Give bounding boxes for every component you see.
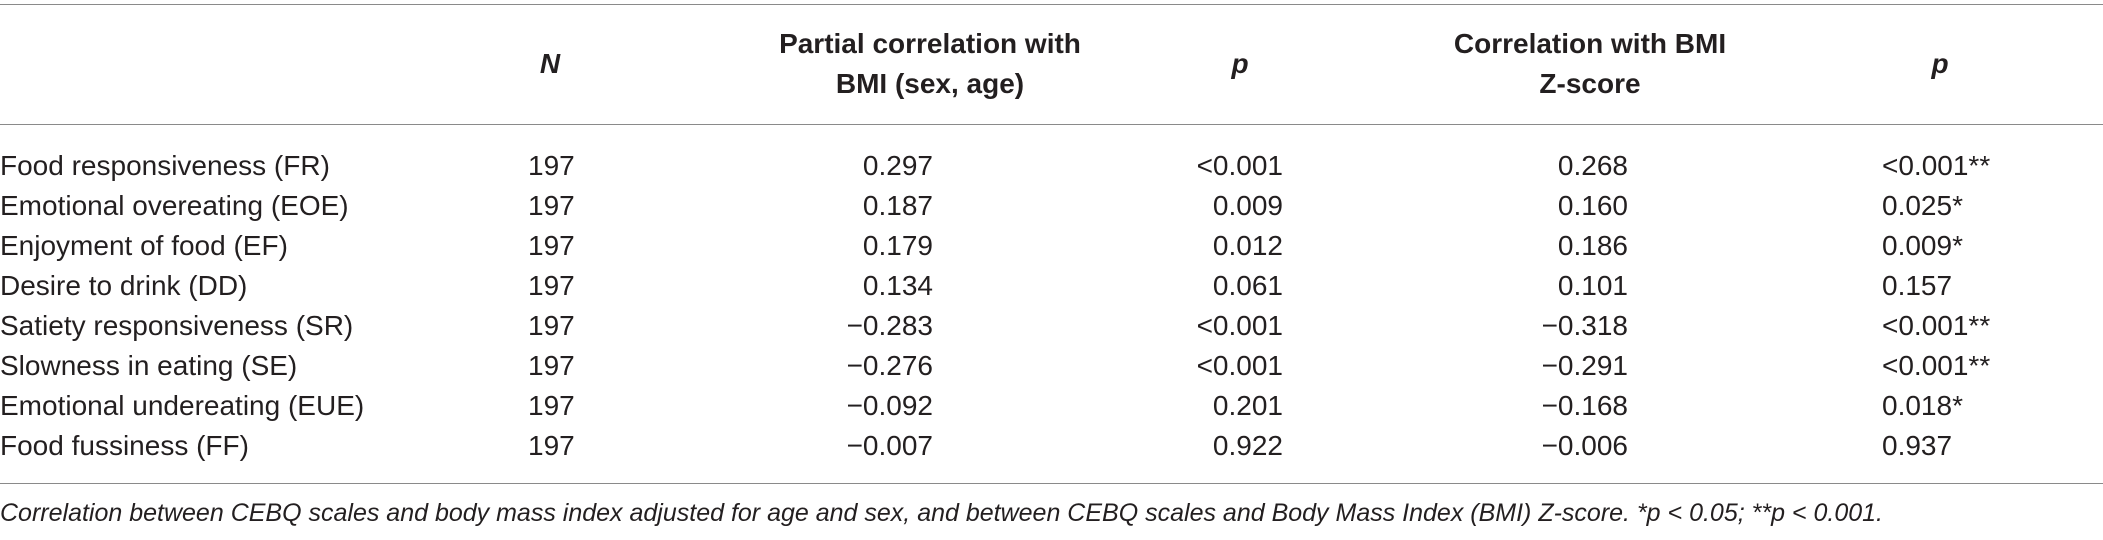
cell-scale-name: Desire to drink (DD) [0,270,248,301]
cell-p-partial: 0.922 [1212,430,1283,461]
cell-scale-name: Slowness in eating (SE) [0,350,298,381]
header-n-label: N [539,48,561,79]
cell-scale-name: Emotional undereating (EUE) [0,390,365,421]
cell-p-partial: 0.201 [1212,390,1283,421]
cell-scale-name: Food fussiness (FF) [0,430,249,461]
cell-n: 197 [528,310,575,341]
cell-p-zscore: 0.937 [1882,430,1953,461]
table-body: Food responsiveness (FR) 197 0.297 <0.00… [0,146,2103,466]
cell-correlation-zscore: 0.101 [1557,270,1628,301]
cell-scale-name: Satiety responsiveness (SR) [0,310,354,341]
cell-n: 197 [528,190,575,221]
header-corr-line2: Z-score [1539,68,1641,99]
header-p1-label: p [1231,48,1249,79]
cell-correlation-zscore: −0.318 [1541,310,1628,341]
cell-p-partial: <0.001 [1196,310,1283,341]
table-top-rule [0,4,2103,5]
cell-p-zscore: <0.001** [1882,150,1991,181]
header-partial-line1: Partial correlation with [779,28,1081,59]
cell-partial-correlation: −0.283 [846,310,933,341]
cell-partial-correlation: −0.276 [846,350,933,381]
cell-partial-correlation: 0.179 [862,230,933,261]
header-partial-line2: BMI (sex, age) [835,68,1025,99]
table-bottom-rule [0,483,2103,484]
table-row: Enjoyment of food (EF) 197 0.179 0.012 0… [0,226,2103,266]
cell-p-partial: 0.061 [1212,270,1283,301]
table-header-rule [0,124,2103,125]
table-row: Food fussiness (FF) 197 −0.007 0.922 −0.… [0,426,2103,466]
cell-scale-name: Enjoyment of food (EF) [0,230,288,261]
cell-p-zscore: <0.001** [1882,310,1991,341]
cell-p-zscore: 0.157 [1882,270,1953,301]
cell-n: 197 [528,390,575,421]
cell-partial-correlation: 0.297 [862,150,933,181]
cell-n: 197 [528,150,575,181]
cell-p-zscore: 0.025* [1882,190,1963,221]
cell-p-zscore: <0.001** [1882,350,1991,381]
table-row: Emotional overeating (EOE) 197 0.187 0.0… [0,186,2103,226]
table-row: Food responsiveness (FR) 197 0.297 <0.00… [0,146,2103,186]
cell-correlation-zscore: 0.186 [1557,230,1628,261]
header-corr-line1: Correlation with BMI [1453,28,1727,59]
cell-n: 197 [528,230,575,261]
cell-correlation-zscore: 0.268 [1557,150,1628,181]
cell-correlation-zscore: −0.291 [1541,350,1628,381]
table-footnote: Correlation between CEBQ scales and body… [0,499,1883,527]
table-header: N Partial correlation with BMI (sex, age… [0,4,2103,124]
table-row: Satiety responsiveness (SR) 197 −0.283 <… [0,306,2103,346]
cell-partial-correlation: −0.092 [846,390,933,421]
cell-p-zscore: 0.009* [1882,230,1963,261]
cell-p-partial: 0.009 [1212,190,1283,221]
cell-scale-name: Food responsiveness (FR) [0,150,330,181]
cell-p-zscore: 0.018* [1882,390,1963,421]
header-correlation-zscore: Correlation with BMI Z-score [1380,4,1800,124]
cell-correlation-zscore: 0.160 [1557,190,1628,221]
header-partial-correlation: Partial correlation with BMI (sex, age) [690,4,1170,124]
cell-p-partial: <0.001 [1196,350,1283,381]
header-p-zscore: p [1860,4,2020,124]
table-row: Emotional undereating (EUE) 197 −0.092 0… [0,386,2103,426]
table-row: Slowness in eating (SE) 197 −0.276 <0.00… [0,346,2103,386]
cell-correlation-zscore: −0.006 [1541,430,1628,461]
cell-scale-name: Emotional overeating (EOE) [0,190,349,221]
table-row: Desire to drink (DD) 197 0.134 0.061 0.1… [0,266,2103,306]
cell-partial-correlation: −0.007 [846,430,933,461]
header-n: N [480,4,620,124]
cell-p-partial: <0.001 [1196,150,1283,181]
header-p-partial: p [1160,4,1320,124]
cell-p-partial: 0.012 [1212,230,1283,261]
cell-n: 197 [528,270,575,301]
cell-correlation-zscore: −0.168 [1541,390,1628,421]
cell-partial-correlation: 0.134 [862,270,933,301]
cell-n: 197 [528,430,575,461]
cell-n: 197 [528,350,575,381]
cell-partial-correlation: 0.187 [862,190,933,221]
header-p2-label: p [1931,48,1949,79]
